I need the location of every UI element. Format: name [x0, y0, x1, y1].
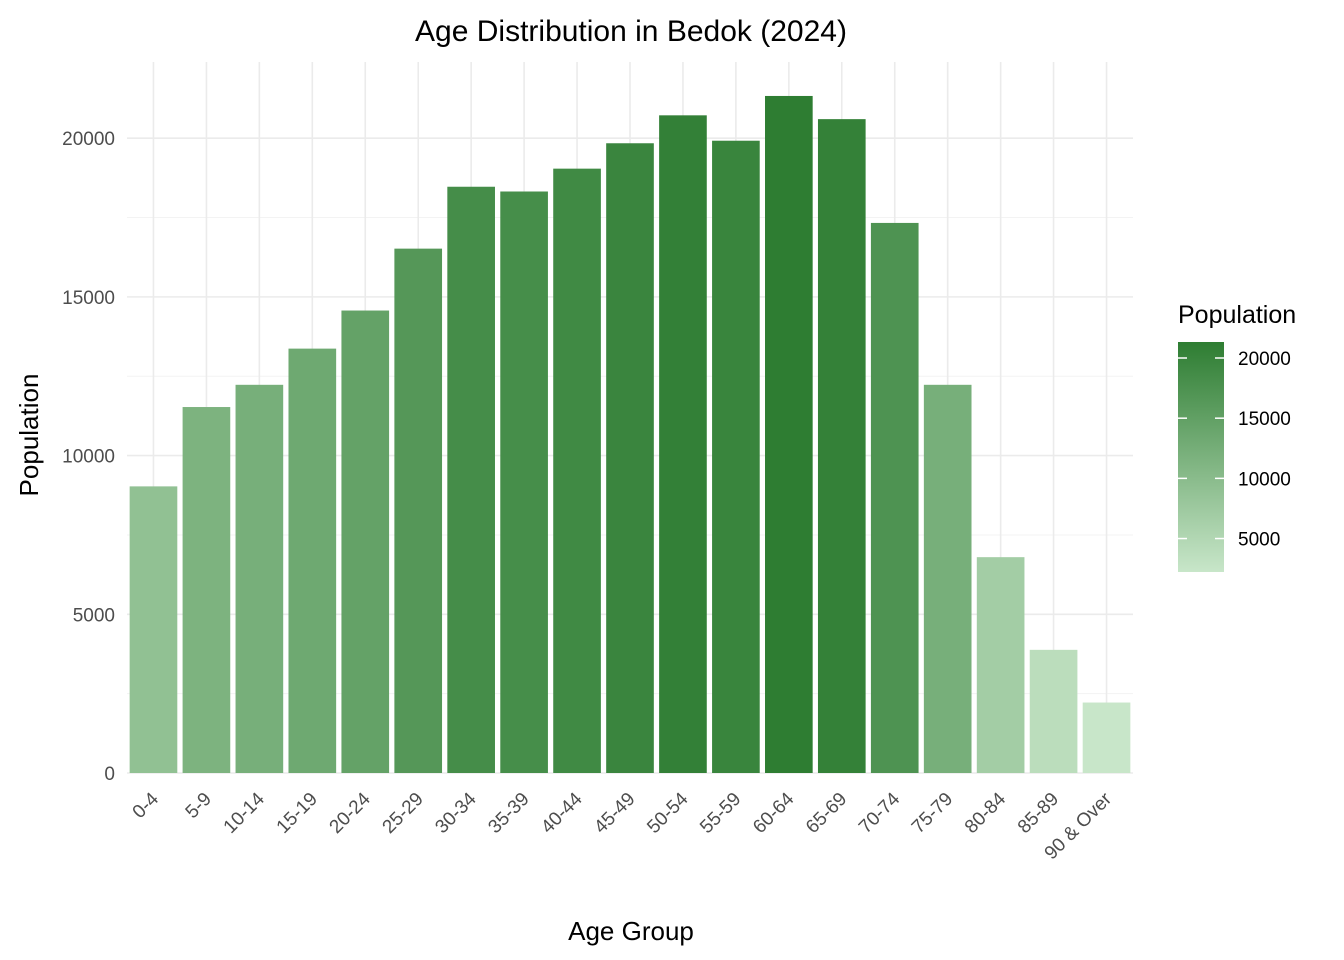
x-tick-label: 20-24	[326, 788, 376, 838]
x-tick-label: 85-89	[1014, 789, 1063, 838]
bar	[870, 222, 919, 773]
bar	[1082, 702, 1131, 773]
x-tick-label: 35-39	[484, 789, 533, 838]
x-tick-label: 10-14	[220, 788, 270, 838]
bar	[129, 486, 178, 773]
bar	[500, 191, 548, 774]
bar	[341, 310, 390, 773]
bar	[553, 168, 601, 773]
legend-label: 15000	[1238, 409, 1291, 430]
y-axis: 0 5000 10000 15000 20000	[62, 129, 115, 785]
x-tick-label: 65-69	[802, 789, 851, 838]
chart-title: Age Distribution in Bedok (2024)	[415, 15, 847, 48]
bar	[765, 95, 813, 773]
x-axis-title: Age Group	[568, 916, 694, 946]
legend-colorbar	[1178, 342, 1224, 572]
x-tick-label: 40-44	[537, 788, 587, 838]
x-tick-label: 15-19	[273, 789, 322, 838]
bar	[976, 557, 1025, 773]
bar	[394, 248, 443, 773]
x-tick-label: 70-74	[855, 788, 905, 838]
x-tick-label: 5-9	[182, 789, 216, 823]
x-tick-label: 0-4	[129, 788, 164, 823]
y-tick-label: 20000	[62, 129, 115, 150]
y-tick-label: 0	[104, 764, 115, 785]
bar	[288, 348, 337, 773]
bar	[1029, 649, 1078, 773]
bar	[659, 115, 707, 773]
bars	[129, 95, 1131, 774]
y-tick-label: 15000	[62, 288, 115, 309]
bar	[923, 384, 972, 773]
legend: Population 5000 10000 15000 20000	[1178, 301, 1296, 572]
legend-label: 10000	[1238, 469, 1291, 490]
bar	[817, 119, 866, 774]
x-tick-label: 55-59	[696, 789, 745, 838]
x-tick-label: 80-84	[961, 788, 1011, 838]
x-axis: 0-4 5-9 10-14 15-19 20-24 25-29 30-34 35-39 40-4…	[129, 788, 1117, 864]
x-tick-label: 75-79	[908, 789, 957, 838]
bar	[182, 407, 231, 773]
legend-label: 5000	[1238, 530, 1280, 551]
x-tick-label: 45-49	[590, 789, 639, 838]
y-axis-title: Population	[14, 374, 44, 497]
bar	[235, 384, 284, 773]
legend-title: Population	[1178, 301, 1296, 329]
y-tick-label: 5000	[73, 605, 115, 626]
bar	[712, 140, 760, 774]
bar	[606, 143, 654, 773]
bar	[447, 186, 495, 773]
x-tick-label: 25-29	[379, 789, 428, 838]
x-tick-label: 50-54	[643, 788, 693, 838]
y-tick-label: 10000	[62, 447, 115, 468]
x-tick-label: 30-34	[431, 788, 481, 838]
x-tick-label: 60-64	[749, 788, 799, 838]
legend-label: 20000	[1238, 349, 1291, 370]
